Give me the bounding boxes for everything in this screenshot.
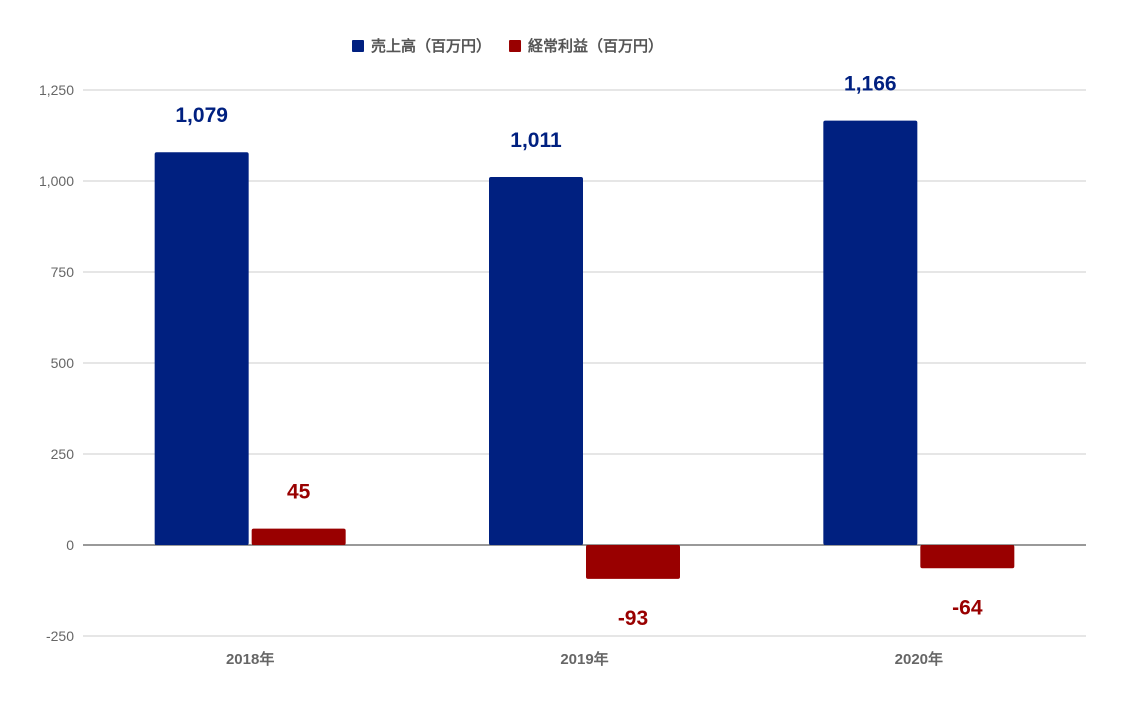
data-label: 1,166 [844,73,897,96]
y-axis: -250 0 250 500 750 1,000 1,250 [39,82,74,644]
x-axis: 2018年 2019年 2020年 [226,650,943,668]
bar [823,120,918,546]
legend: 売上高（百万円） 経常利益（百万円） [352,37,663,55]
bar [920,545,1015,569]
x-tick-label: 2020年 [895,650,943,668]
y-tick-label: 500 [51,355,75,371]
legend-swatch [509,40,522,52]
data-label: -64 [952,596,983,619]
x-tick-label: 2019年 [560,650,608,668]
legend-label: 売上高（百万円） [371,37,491,55]
data-label: 45 [287,481,311,504]
legend-label: 経常利益（百万円） [528,37,663,55]
data-label: 1,011 [510,129,562,152]
bar [251,528,346,545]
bar [154,152,249,545]
y-tick-label: 1,000 [39,173,74,189]
bar [586,545,680,579]
gridlines [83,89,1086,637]
y-tick-label: -250 [46,628,74,644]
data-label: 1,079 [175,104,228,127]
y-tick-label: 750 [51,264,75,280]
bar [489,176,583,545]
y-tick-label: 250 [51,446,75,462]
legend-swatch [352,40,364,52]
y-tick-label: 1,250 [39,82,74,98]
data-label: -93 [618,607,648,630]
data-labels: 1,079 45 1,011 -93 1,166 -64 [175,73,982,630]
bars [154,120,1015,579]
y-tick-label: 0 [66,537,74,553]
x-tick-label: 2018年 [226,650,274,668]
